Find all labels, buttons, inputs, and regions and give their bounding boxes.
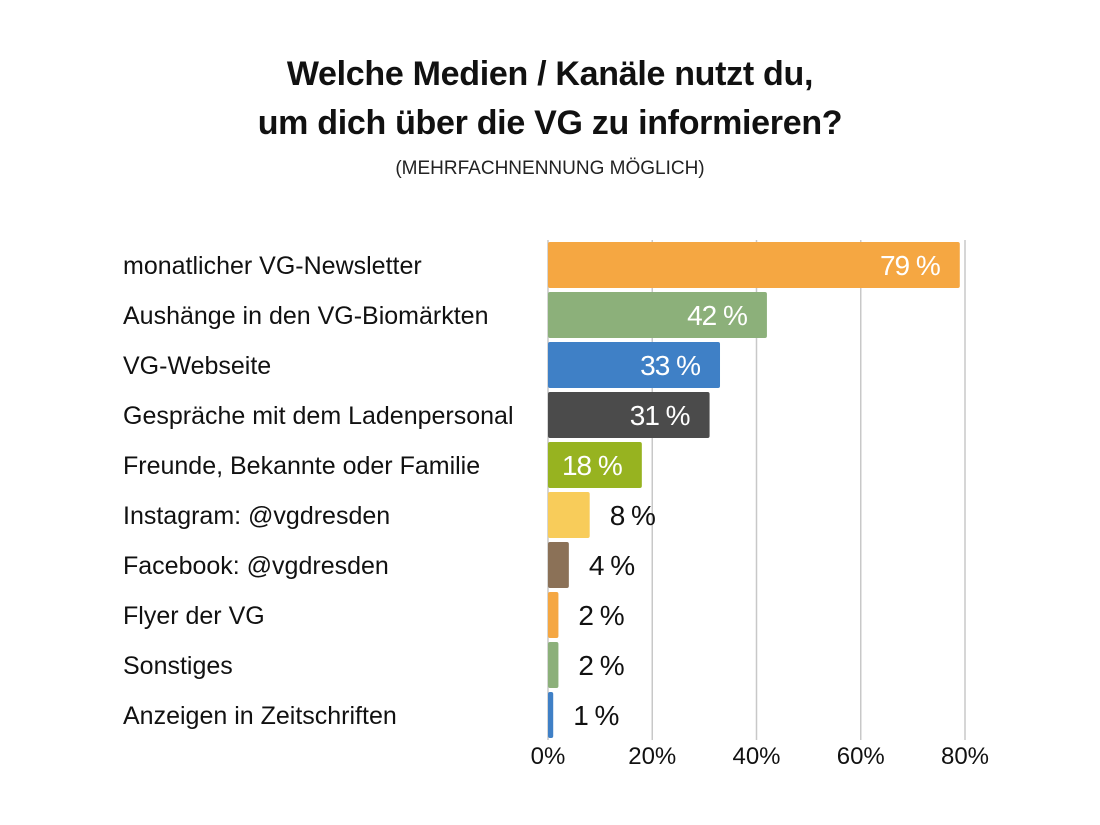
category-label: monatlicher VG-Newsletter <box>123 252 422 280</box>
bar <box>548 492 590 538</box>
data-label: 33 % <box>640 350 700 381</box>
category-label: VG-Webseite <box>123 352 271 380</box>
bar <box>548 642 559 688</box>
bar <box>548 242 960 288</box>
bar <box>548 392 710 438</box>
category-label: Freunde, Bekannte oder Familie <box>123 452 480 480</box>
category-label: Sonstiges <box>123 652 233 680</box>
category-label: Flyer der VG <box>123 602 265 630</box>
category-label: Facebook: @vgdresden <box>123 552 389 580</box>
bar <box>548 342 721 388</box>
data-label: 42 % <box>687 300 747 331</box>
category-label: Instagram: @vgdresden <box>123 502 390 530</box>
category-label: Gespräche mit dem Ladenpersonal <box>123 402 514 430</box>
data-label: 1 % <box>573 700 618 731</box>
data-label: 31 % <box>630 400 690 431</box>
chart-title-line-1: Welche Medien / Kanäle nutzt du, <box>286 55 814 93</box>
category-label: Aushänge in den VG-Biomärkten <box>123 302 489 330</box>
bar <box>548 592 559 638</box>
data-label: 18 % <box>562 450 622 481</box>
bar <box>548 542 569 588</box>
x-tick-label: 80% <box>941 743 989 770</box>
data-label: 8 % <box>610 500 655 531</box>
bar <box>548 692 554 738</box>
data-label: 79 % <box>880 250 940 281</box>
data-label: 2 % <box>578 650 623 681</box>
x-tick-label: 60% <box>837 743 885 770</box>
data-label: 4 % <box>589 550 634 581</box>
chart-subtitle: (MEHRFACHNENNUNG MÖGLICH) <box>395 158 705 179</box>
bar <box>548 442 642 488</box>
data-label: 2 % <box>578 600 623 631</box>
x-tick-label: 40% <box>732 743 780 770</box>
category-label: Anzeigen in Zeitschriften <box>123 702 397 730</box>
bar <box>548 292 767 338</box>
x-tick-label: 20% <box>628 743 676 770</box>
chart-title-line-2: um dich über die VG zu informieren? <box>257 104 843 142</box>
x-tick-label: 0% <box>531 743 566 770</box>
